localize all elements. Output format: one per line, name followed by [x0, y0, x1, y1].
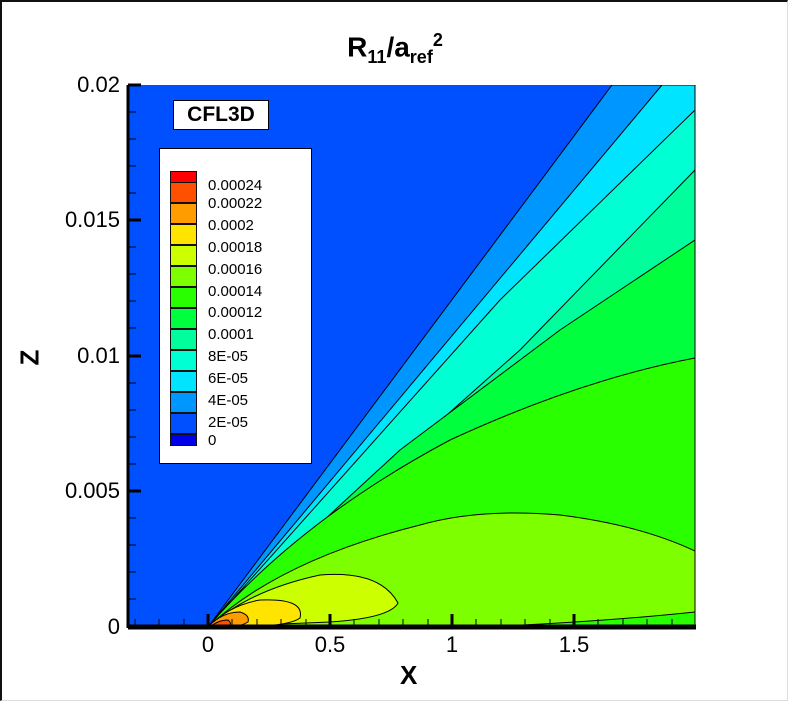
legend-swatch [170, 266, 197, 287]
legend-swatch [170, 203, 197, 224]
legend-swatch [170, 308, 197, 329]
axes [126, 83, 696, 630]
contour-bands [128, 85, 695, 627]
legend-swatch [170, 392, 197, 413]
x-tick-label: 1 [445, 632, 459, 657]
legend-swatch [170, 329, 197, 350]
legend-swatch [170, 224, 197, 245]
legend-swatch [170, 371, 197, 392]
y-tick-label: 0.005 [64, 478, 120, 503]
plot-title: R11/aref2 [347, 30, 443, 67]
solver-label: CFL3D [173, 100, 269, 130]
y-tick-label: 0.015 [64, 207, 120, 232]
legend-swatch [170, 287, 197, 308]
legend-swatch [170, 434, 197, 446]
y-axis-title: Z [14, 349, 45, 366]
legend-swatch [170, 350, 197, 371]
contour-legend: 0.00024 0.00022 0.0002 0.00018 0.00016 0… [159, 148, 312, 464]
x-tick-label: 0 [201, 632, 215, 657]
x-tick-label: 0.5 [314, 632, 346, 657]
y-tick-label: 0 [107, 614, 120, 639]
y-tick-label: 0.01 [77, 343, 120, 368]
legend-swatch [170, 245, 197, 266]
x-axis-title: X [400, 660, 418, 690]
legend-swatch [170, 182, 197, 203]
y-tick-label: 0.02 [77, 72, 120, 97]
legend-swatch [170, 413, 197, 434]
x-tick-label: 1.5 [558, 632, 590, 657]
